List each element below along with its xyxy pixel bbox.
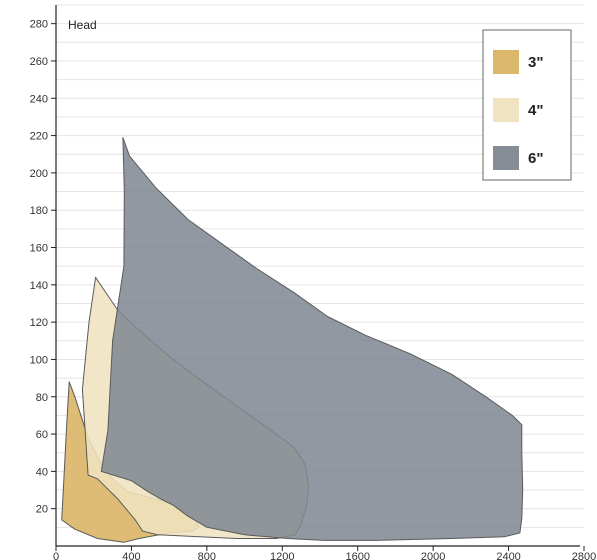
x-tick-label: 0 xyxy=(53,551,59,560)
legend-swatch xyxy=(493,50,519,74)
legend-label: 3" xyxy=(528,54,543,71)
series-layer xyxy=(61,137,524,543)
x-tick-label: 800 xyxy=(198,551,216,560)
y-ticks: 20 40 60 80 100 120 140 160 180 200 220 240 260 280 xyxy=(30,19,56,516)
x-tick-label: 2000 xyxy=(421,551,445,560)
y-tick-label: 240 xyxy=(30,93,48,105)
legend-swatch xyxy=(493,146,519,170)
legend-label: 6" xyxy=(528,150,543,167)
x-tick-label: 1200 xyxy=(270,551,294,560)
legend: 3" 4" 6" xyxy=(482,29,572,181)
y-tick-label: 60 xyxy=(36,429,48,441)
legend-swatch xyxy=(493,98,519,122)
y-tick-label: 180 xyxy=(30,205,48,217)
y-tick-label: 100 xyxy=(30,354,48,366)
y-tick-label: 220 xyxy=(30,131,48,143)
x-tick-label: 1600 xyxy=(345,551,369,560)
y-tick-label: 40 xyxy=(36,466,48,478)
y-axis-title: Head xyxy=(68,18,97,32)
y-tick-label: 80 xyxy=(36,392,48,404)
y-tick-label: 280 xyxy=(30,19,48,31)
y-tick-label: 160 xyxy=(30,243,48,255)
series-area-3 xyxy=(100,137,524,541)
y-tick-label: 200 xyxy=(30,168,48,180)
y-tick-label: 120 xyxy=(30,317,48,329)
x-tick-label: 2800 xyxy=(572,551,596,560)
x-tick-label: 2400 xyxy=(496,551,520,560)
x-tick-label: 400 xyxy=(122,551,140,560)
legend-label: 4" xyxy=(528,102,543,119)
y-tick-label: 260 xyxy=(30,56,48,68)
x-ticks: 0 400 800 1200 1600 2000 2400 2800 xyxy=(53,546,596,560)
y-tick-label: 20 xyxy=(36,504,48,516)
axes xyxy=(55,5,580,547)
y-tick-label: 140 xyxy=(30,280,48,292)
